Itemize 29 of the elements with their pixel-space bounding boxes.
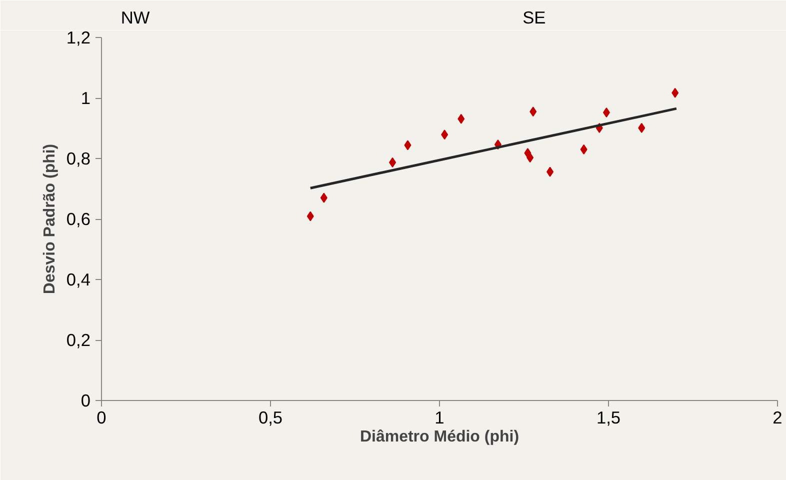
point	[389, 157, 396, 168]
point	[320, 192, 328, 203]
y-tick-label: 1	[80, 88, 91, 108]
x-tick-label: 1	[434, 408, 444, 428]
point	[546, 166, 554, 177]
y-tick-label: 1,2	[66, 28, 91, 48]
y-tick-label: 0,4	[66, 270, 91, 290]
point	[672, 88, 679, 98]
point	[580, 144, 588, 154]
point	[530, 106, 537, 117]
point	[458, 114, 465, 124]
y-axis-title: Desvio Padrão (phi)	[41, 144, 58, 294]
x-tick-label: 2	[772, 408, 782, 428]
point	[404, 140, 412, 150]
x-axis-title: Diâmetro Médio (phi)	[360, 428, 520, 446]
y-tick-label: 0,6	[66, 209, 91, 229]
text: NW	[120, 8, 150, 28]
point	[638, 122, 646, 133]
point	[526, 152, 534, 163]
x-tick-label: 0,5	[258, 408, 283, 428]
y-tick-label: 0	[80, 390, 91, 410]
text: SE	[522, 8, 546, 28]
point	[602, 108, 610, 118]
x-tick-label: 0	[96, 408, 106, 428]
y-tick-label: 0,8	[66, 148, 91, 168]
point	[306, 211, 314, 222]
x-tick-label: 1,5	[596, 408, 621, 428]
y-tick-label: 0,2	[66, 330, 91, 350]
point	[441, 130, 448, 140]
